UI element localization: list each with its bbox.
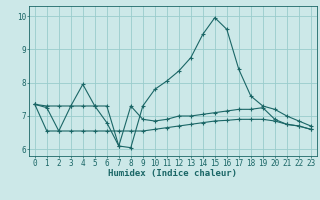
X-axis label: Humidex (Indice chaleur): Humidex (Indice chaleur) <box>108 169 237 178</box>
